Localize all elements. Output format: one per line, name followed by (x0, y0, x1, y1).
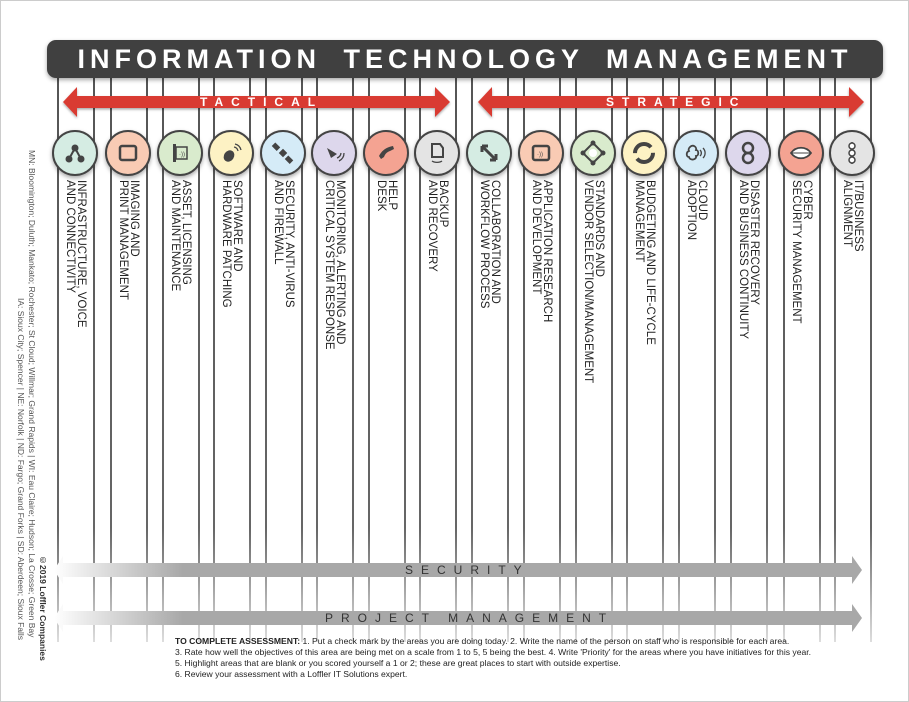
column-divider (714, 72, 716, 642)
column-divider (265, 72, 267, 642)
leaf-shield-icon (778, 130, 824, 176)
column-divider (352, 72, 354, 642)
project-management-arrow (54, 604, 862, 632)
column-divider (162, 72, 164, 642)
column-divider (575, 72, 577, 642)
column-divider (419, 72, 421, 642)
column-divider (523, 72, 525, 642)
area-label: CYBER SECURITY MANAGEMENT (790, 180, 813, 324)
column-divider (249, 72, 251, 642)
column-divider (766, 72, 768, 642)
area-label: BUDGETING AND LIFE-CYCLE MANAGEMENT (633, 180, 656, 345)
svg-text:·)): ·)) (179, 152, 185, 158)
area-label: INFRASTRUCTURE, VOICE AND CONNECTIVITY (64, 180, 87, 328)
area-label: CLOUD ADOPTION (685, 180, 708, 241)
infinity-icon (725, 130, 771, 176)
title-bar: INFORMATION TECHNOLOGY MANAGEMENT (47, 40, 883, 78)
area-label: ASSET, LICENSING AND MAINTENANCE (169, 180, 192, 292)
instruction-line: 6. Review your assessment with a Loffler… (175, 669, 408, 679)
aligned-nodes-icon (829, 130, 875, 176)
instructions: TO COMPLETE ASSESSMENT: 1. Put a check m… (175, 636, 811, 680)
column-divider (730, 72, 732, 642)
column-divider (57, 72, 59, 642)
column-divider (198, 72, 200, 642)
column-divider (662, 72, 664, 642)
column-divider (471, 72, 473, 642)
column-divider (368, 72, 370, 642)
area-label: APPLICATION RESEARCH AND DEVELOPMENT (530, 180, 553, 323)
column-divider (316, 72, 318, 642)
area-label: MONITORING, ALERTING AND CRITICAL SYSTEM… (323, 180, 346, 350)
column-divider (93, 72, 95, 642)
column-divider (213, 72, 215, 642)
mouse-wireless-icon (208, 130, 254, 176)
page-title: INFORMATION TECHNOLOGY MANAGEMENT (77, 43, 853, 74)
area-label: DISASTER RECOVERY AND BUSINESS CONTINUIT… (737, 180, 760, 340)
column-divider (455, 72, 457, 642)
expand-arrows-icon (466, 130, 512, 176)
strategic-arrow (478, 87, 864, 117)
device-tag-icon: ·)) (157, 130, 203, 176)
area-label: STANDARDS AND VENDOR SELECTION/MANAGEMEN… (582, 180, 605, 384)
tactical-label: TACTICAL (200, 95, 324, 109)
column-divider (611, 72, 613, 642)
instructions-heading: TO COMPLETE ASSESSMENT: (175, 636, 301, 646)
area-label: BACKUP AND RECOVERY (426, 180, 449, 272)
column-divider (626, 72, 628, 642)
column-divider (678, 72, 680, 642)
tactical-arrow (63, 87, 450, 117)
locations-line-2: IA: Sioux City; Spencer | NE: Norfolk | … (16, 298, 26, 641)
copyright: ©2019 Loffler Companies (38, 555, 48, 661)
column-divider (819, 72, 821, 642)
backup-icon (414, 130, 460, 176)
document-icon (105, 130, 151, 176)
phone-icon (363, 130, 409, 176)
locations-line-1: MN: Bloomington; Duluth; Mankato; Roches… (27, 150, 37, 638)
cycle-arrows-icon (621, 130, 667, 176)
security-arrow (54, 556, 862, 584)
project-management-label: PROJECT MANAGEMENT (325, 611, 615, 625)
column-divider (783, 72, 785, 642)
area-label: SOFTWARE AND HARDWARE PATCHING (220, 180, 243, 308)
network-nodes-icon (52, 130, 98, 176)
instruction-line: 3. Rate how well the objectives of this … (175, 647, 812, 657)
column-divider (146, 72, 148, 642)
cloud-icon (673, 130, 719, 176)
area-label: IMAGING AND PRINT MANAGEMENT (117, 180, 140, 300)
column-divider (559, 72, 561, 642)
column-divider (301, 72, 303, 642)
area-label: COLLABORATION AND WORKFLOW PROCESS (478, 180, 501, 309)
area-label: SECURITY, ANTI-VIRUS AND FIREWALL (272, 180, 295, 308)
strategic-label: STRATEGIC (606, 95, 747, 109)
security-label: SECURITY (405, 563, 530, 577)
satellite-icon (260, 130, 306, 176)
column-divider (110, 72, 112, 642)
column-divider (834, 72, 836, 642)
instruction-line: 5. Highlight areas that are blank or you… (175, 658, 621, 668)
column-divider (870, 72, 872, 642)
area-label: IT/BUSINESS ALIGNMENT (841, 180, 864, 252)
column-divider (404, 72, 406, 642)
hub-icon (570, 130, 616, 176)
instruction-line: 1. Put a check mark by the areas you are… (300, 636, 790, 646)
svg-text:·)): ·)) (537, 152, 543, 158)
column-divider (507, 72, 509, 642)
radar-dish-icon (311, 130, 357, 176)
area-label: HELP DESK (375, 180, 398, 212)
mobile-app-icon: ·)) (518, 130, 564, 176)
